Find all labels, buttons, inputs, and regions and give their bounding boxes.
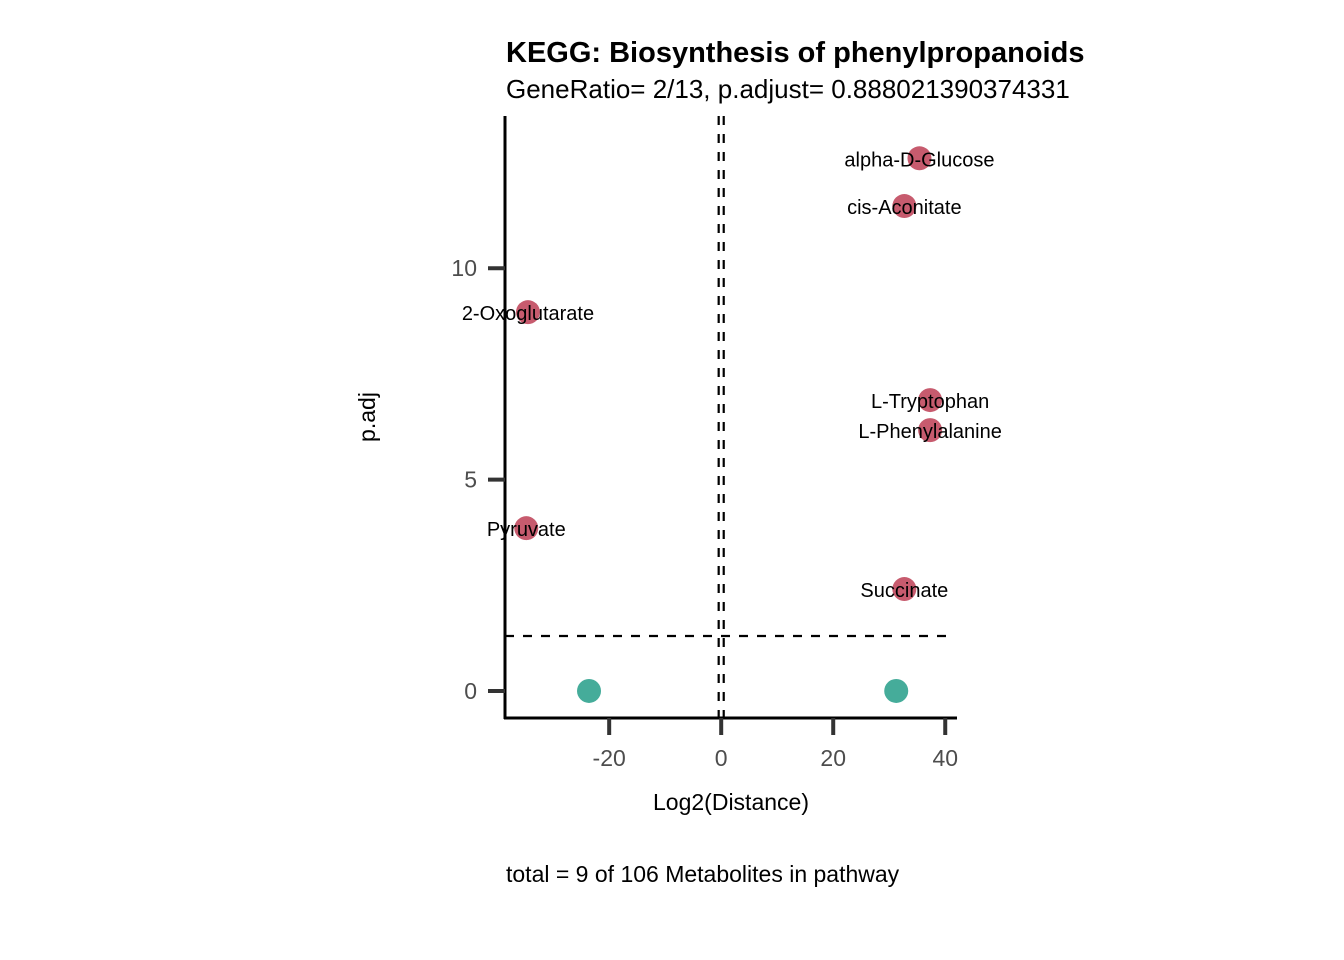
data-point	[892, 194, 917, 219]
point-label: 2-Oxoglutarate	[462, 303, 594, 325]
point-label: Succinate	[860, 580, 948, 602]
chart-title: KEGG: Biosynthesis of phenylpropanoids	[506, 37, 1084, 69]
point-label: L-Phenylalanine	[858, 421, 1001, 443]
y-tick-label: 0	[464, 678, 477, 704]
y-tick-label: 5	[464, 467, 477, 493]
y-axis-label: p.adj	[354, 392, 380, 442]
x-tick-label: 20	[820, 745, 846, 771]
x-tick-label: 40	[932, 745, 958, 771]
data-point	[907, 146, 932, 171]
data-point	[892, 577, 917, 602]
data-point	[514, 516, 539, 541]
y-tick-label: 10	[451, 255, 477, 281]
x-axis-label: Log2(Distance)	[653, 789, 809, 815]
data-point	[577, 678, 602, 703]
data-point	[918, 418, 943, 443]
x-tick-label: -20	[593, 745, 626, 771]
point-label: alpha-D-Glucose	[844, 149, 994, 171]
chart-caption: total = 9 of 106 Metabolites in pathway	[506, 861, 900, 887]
data-point	[884, 678, 909, 703]
point-label: L-Tryptophan	[871, 391, 989, 413]
data-point	[515, 300, 540, 325]
plot-area: -20 0 20 40 0 5 10 alpha-D-Glucose cis-Aconitate…	[451, 116, 1002, 771]
point-label: Pyruvate	[487, 519, 566, 541]
data-point	[918, 388, 943, 413]
chart-subtitle: GeneRatio= 2/13, p.adjust= 0.88802139037…	[506, 74, 1070, 104]
point-label: cis-Aconitate	[847, 197, 962, 219]
x-tick-label: 0	[715, 745, 728, 771]
